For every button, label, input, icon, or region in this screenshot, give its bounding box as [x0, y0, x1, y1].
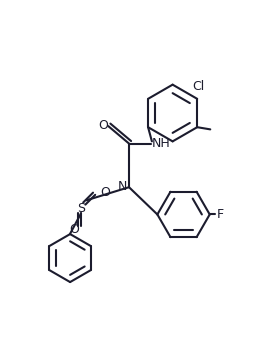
Text: Cl: Cl — [192, 81, 204, 93]
Text: O: O — [98, 118, 108, 131]
Text: O: O — [70, 223, 79, 236]
Text: F: F — [216, 208, 223, 221]
Text: O: O — [101, 186, 110, 199]
Text: NH: NH — [152, 137, 171, 150]
Text: S: S — [77, 203, 85, 216]
Text: N: N — [117, 180, 127, 193]
